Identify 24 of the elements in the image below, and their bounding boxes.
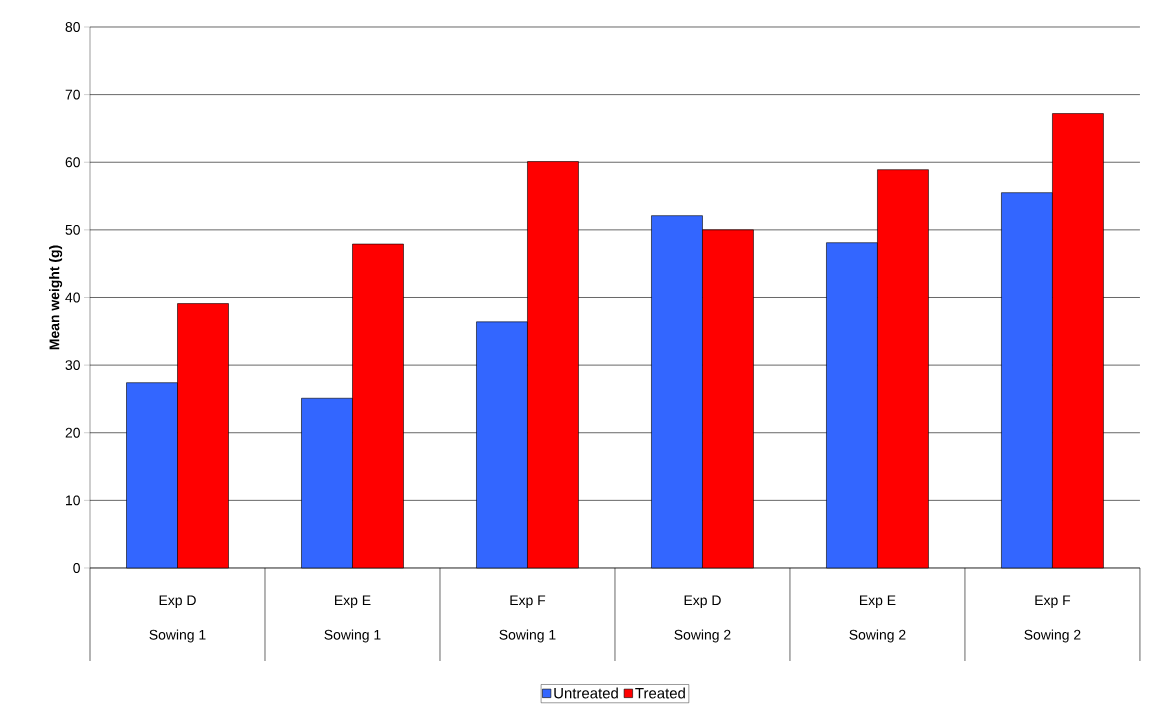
legend-label: Untreated xyxy=(554,687,618,699)
y-tick-label: 60 xyxy=(65,157,80,168)
y-tick-label: 20 xyxy=(65,427,80,438)
y-tick-label: 50 xyxy=(65,224,80,235)
y-tick-label: 30 xyxy=(65,360,80,371)
x-tick-label: Exp F xyxy=(1035,595,1071,608)
x-tick-label: Exp D xyxy=(159,595,196,608)
y-tick-label: 10 xyxy=(66,495,80,506)
y-tick-label: 80 xyxy=(65,22,80,32)
y-axis-title: Mean weight (g) xyxy=(49,245,63,350)
y-tick-label: 40 xyxy=(65,292,80,303)
x-tick-label: Exp E xyxy=(335,595,371,608)
legend-label: Treated xyxy=(635,687,685,699)
y-tick-label: 0 xyxy=(73,563,80,573)
text: Sowing 1 xyxy=(149,629,206,643)
text: Sowing 2 xyxy=(1024,629,1081,643)
text: Sowing 2 xyxy=(849,629,906,643)
x-tick-label: Exp E xyxy=(859,595,896,608)
y-tick-label: 70 xyxy=(65,89,80,100)
text: Sowing 1 xyxy=(499,629,556,643)
text: Sowing 2 xyxy=(674,629,731,643)
x-tick-label: Exp F xyxy=(510,595,546,608)
x-tick-label: Exp D xyxy=(684,595,721,608)
text: Sowing 1 xyxy=(324,629,381,643)
